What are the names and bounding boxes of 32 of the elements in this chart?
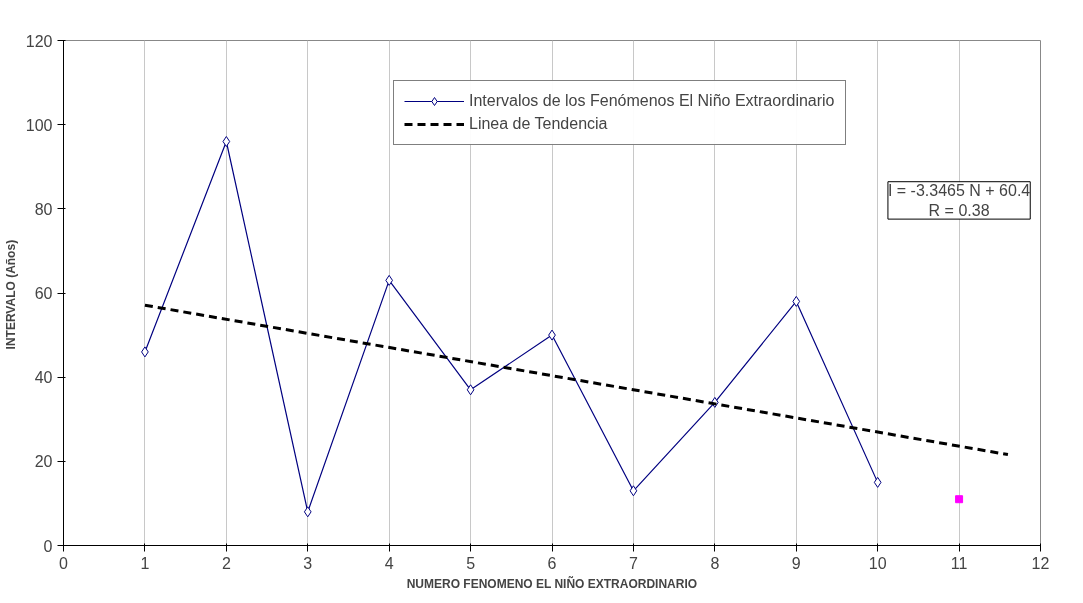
point [955,495,964,504]
y-tick-label: 0 [43,537,53,555]
y-tick-label: 80 [34,200,53,218]
annotation: I = -3.3465 N + 60.4 R = 0.38 [887,181,1031,220]
x-tick-label: 12 [1031,554,1050,572]
y-axis-title: INTERVALO (Años) [3,239,18,350]
x-tick-label: 11 [950,554,968,572]
legend-label: Linea de Tendencia [469,115,608,133]
point [629,485,638,497]
legend-label: Intervalos de los Fenómenos El Niño Extraordinario [469,92,835,110]
y-tick-label: 120 [25,32,53,50]
x-tick-label: 0 [59,554,69,572]
x-tick-label: 3 [303,554,313,572]
x-tick-label: 2 [221,554,231,572]
x-tick-label: 10 [868,554,887,572]
point [466,384,475,396]
x-tick-label: 1 [140,554,150,572]
y-tick-label: 100 [25,116,53,134]
x-axis-title: NUMERO FENOMENO EL NIÑO EXTRAORDINARIO [406,575,698,591]
x-tick-label: 7 [628,554,638,572]
point [222,136,231,147]
point [792,295,801,307]
point [873,476,882,488]
x-tick-label: 5 [466,554,476,572]
y-tick-label: 40 [34,369,53,387]
y-tick-label: 60 [34,285,53,302]
x-tick-label: 8 [710,554,720,572]
y-tick-label: 20 [34,453,53,471]
x-tick-label: 6 [547,554,557,572]
x-tick-label: 9 [791,554,801,572]
point [303,506,312,518]
x-tick-label: 4 [384,554,394,572]
